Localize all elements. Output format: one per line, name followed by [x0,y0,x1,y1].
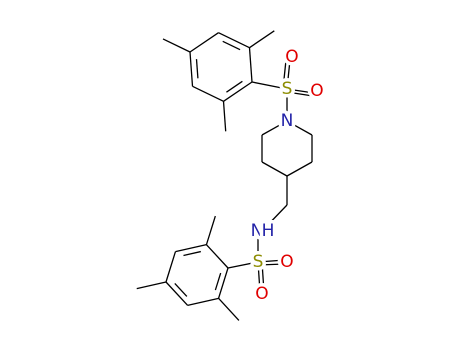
atom-label: H [262,221,275,241]
bond [162,38,191,53]
bond [257,259,286,263]
atom-label: N [251,221,264,241]
bond [251,81,288,90]
bond [187,297,219,306]
bonds [136,30,315,321]
bond [218,297,240,321]
bond [165,251,177,283]
bond [217,267,229,299]
bond [249,30,275,49]
atom-label: O [255,284,268,304]
bond [261,261,265,293]
bond [222,40,241,51]
bond [189,51,194,87]
atom-labels: S O O N N H S O O [247,44,327,308]
bond [261,120,288,136]
bond [183,250,201,257]
bond [223,81,253,102]
bond [136,281,167,290]
bond [222,101,227,132]
bond [286,59,291,90]
bond [257,261,261,293]
bond [195,59,199,79]
atom-label: S [253,252,264,272]
bond [286,88,315,94]
bond [282,59,287,90]
bond [189,32,219,53]
bond [218,32,250,49]
bond [248,47,253,83]
bond [174,282,188,297]
bond [226,80,243,93]
bond [286,120,313,136]
bond [227,261,259,269]
bond [205,215,216,245]
bond [286,161,313,177]
bond [165,281,189,306]
atom-label: N [281,111,294,131]
bond [261,161,288,177]
atom-label: O [285,47,298,67]
atom-label: O [310,81,323,101]
atom-label: O [280,252,293,272]
bond [286,91,314,97]
bond [214,272,222,291]
bond [205,244,229,269]
bond [175,244,207,253]
bond [261,204,288,232]
atom-label: S [282,79,293,99]
bond [192,85,224,102]
